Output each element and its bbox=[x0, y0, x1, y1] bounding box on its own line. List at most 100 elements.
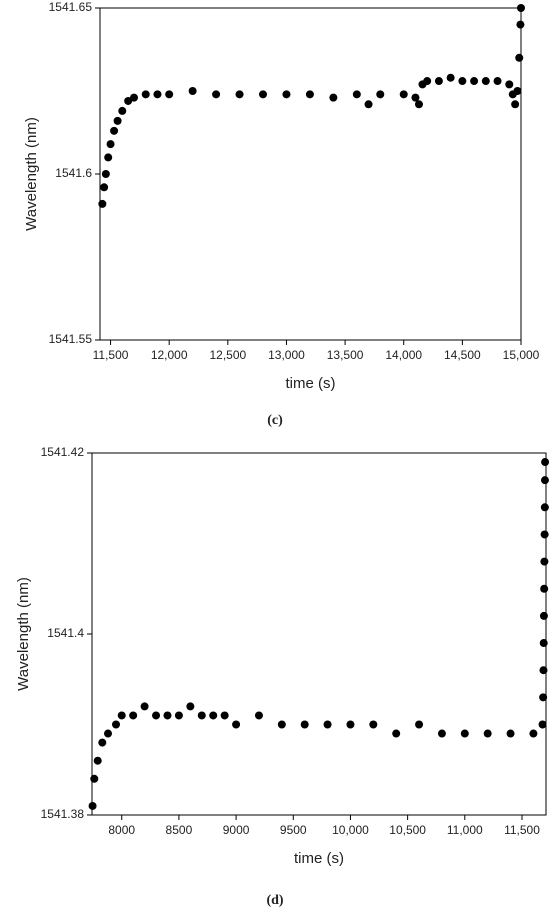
data-point bbox=[434, 77, 443, 86]
x-tick-label: 10,000 bbox=[332, 823, 369, 837]
data-point bbox=[540, 557, 549, 566]
data-point bbox=[93, 756, 102, 765]
data-point bbox=[113, 116, 122, 125]
data-point bbox=[165, 90, 174, 99]
x-tick-label: 8500 bbox=[166, 823, 193, 837]
data-point bbox=[539, 611, 548, 620]
data-point bbox=[540, 530, 549, 539]
data-point bbox=[277, 720, 286, 729]
data-point bbox=[235, 90, 244, 99]
data-point bbox=[539, 693, 548, 702]
caption: (c) bbox=[267, 413, 283, 428]
data-point bbox=[104, 153, 113, 162]
data-point bbox=[415, 720, 424, 729]
data-point bbox=[392, 729, 401, 738]
data-point bbox=[130, 93, 139, 102]
data-point bbox=[197, 711, 206, 720]
data-point bbox=[129, 711, 138, 720]
x-axis-title: time (s) bbox=[294, 850, 344, 867]
y-tick-label: 1541.4 bbox=[47, 626, 84, 640]
data-point bbox=[539, 666, 548, 675]
data-point bbox=[117, 711, 126, 720]
x-tick-label: 11,500 bbox=[93, 348, 129, 362]
data-point bbox=[364, 100, 373, 109]
data-point bbox=[88, 801, 97, 810]
data-point bbox=[212, 90, 221, 99]
y-tick-label: 1541.38 bbox=[41, 807, 85, 821]
x-tick-label: 12,500 bbox=[209, 348, 246, 362]
y-axis-title: Wavelength (nm) bbox=[15, 577, 32, 691]
data-point bbox=[140, 702, 149, 711]
caption: (d) bbox=[266, 893, 283, 908]
y-tick-label: 1541.42 bbox=[41, 445, 85, 459]
x-axis-title: time (s) bbox=[286, 375, 336, 392]
y-tick-label: 1541.6 bbox=[55, 166, 92, 180]
x-tick-label: 14,500 bbox=[444, 348, 481, 362]
data-point bbox=[411, 93, 420, 102]
plot-frame bbox=[91, 452, 547, 816]
y-axis-title: Wavelength (nm) bbox=[23, 117, 40, 231]
data-point bbox=[493, 77, 502, 86]
data-point bbox=[483, 729, 492, 738]
data-point bbox=[188, 87, 197, 95]
data-point bbox=[186, 702, 195, 711]
data-point bbox=[118, 106, 127, 115]
data-point bbox=[329, 93, 338, 102]
data-point bbox=[511, 100, 520, 109]
data-point bbox=[513, 87, 522, 95]
data-point bbox=[516, 20, 525, 29]
data-point bbox=[209, 711, 218, 720]
data-point bbox=[254, 711, 263, 720]
data-point bbox=[90, 774, 99, 783]
data-point bbox=[446, 73, 455, 82]
x-tick-label: 13,000 bbox=[268, 348, 305, 362]
data-point bbox=[163, 711, 172, 720]
data-point bbox=[323, 720, 332, 729]
data-point bbox=[539, 639, 548, 648]
y-tick-label: 1541.55 bbox=[49, 332, 93, 346]
x-tick-label: 11,500 bbox=[504, 823, 540, 837]
data-point bbox=[305, 90, 314, 99]
data-point bbox=[112, 720, 121, 729]
x-tick-label: 9500 bbox=[280, 823, 307, 837]
data-point bbox=[540, 503, 549, 512]
data-point bbox=[399, 90, 408, 99]
data-point bbox=[98, 199, 107, 208]
data-point bbox=[460, 729, 469, 738]
data-point bbox=[538, 720, 547, 729]
data-point bbox=[259, 90, 268, 99]
data-point bbox=[100, 183, 109, 192]
data-point bbox=[540, 584, 549, 593]
data-point bbox=[282, 90, 291, 99]
x-tick-label: 12,000 bbox=[151, 348, 188, 362]
data-point bbox=[458, 77, 467, 86]
data-point bbox=[481, 77, 490, 86]
data-point bbox=[106, 140, 115, 149]
data-point bbox=[98, 738, 107, 747]
data-point bbox=[110, 126, 119, 135]
data-point bbox=[505, 80, 514, 89]
data-point bbox=[124, 96, 133, 105]
data-point bbox=[423, 77, 432, 86]
data-point bbox=[506, 729, 515, 738]
data-point bbox=[141, 90, 150, 99]
data-point bbox=[300, 720, 309, 729]
data-point bbox=[369, 720, 378, 729]
data-point bbox=[104, 729, 113, 738]
x-tick-label: 15,000 bbox=[503, 348, 540, 362]
y-tick-label: 1541.65 bbox=[49, 0, 93, 14]
data-point bbox=[346, 720, 355, 729]
x-tick-label: 8000 bbox=[108, 823, 135, 837]
x-tick-label: 13,500 bbox=[327, 348, 364, 362]
data-point bbox=[174, 711, 183, 720]
data-point bbox=[515, 53, 524, 62]
data-point bbox=[517, 4, 525, 12]
data-point bbox=[153, 90, 162, 99]
data-point bbox=[437, 729, 446, 738]
data-point bbox=[220, 711, 229, 720]
data-point bbox=[540, 476, 549, 485]
data-point bbox=[529, 729, 538, 738]
x-tick-label: 10,500 bbox=[389, 823, 426, 837]
x-tick-label: 9000 bbox=[223, 823, 250, 837]
